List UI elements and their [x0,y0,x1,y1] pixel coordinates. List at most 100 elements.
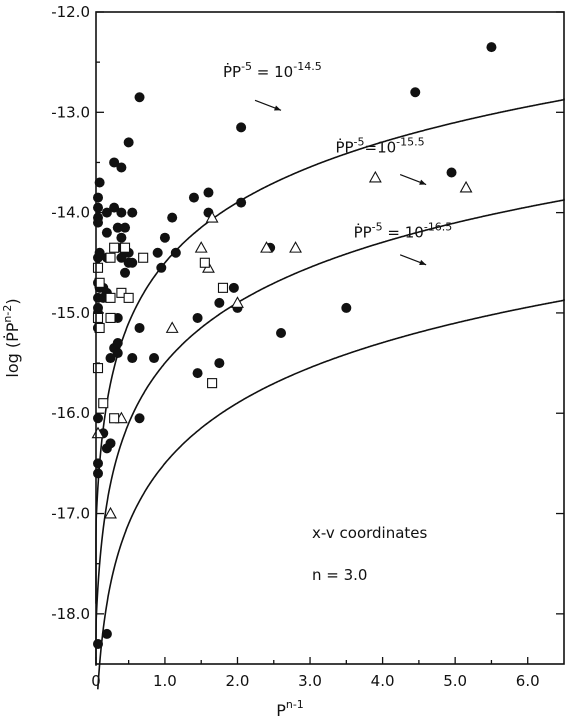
curve-arrowhead-1 [419,179,427,185]
curve-label-mid-2: = 10 [383,224,424,242]
x-axis-title-exponent: n-1 [286,698,304,711]
square-point [207,378,218,389]
annotation-coordinates: x-v coordinates [312,524,428,542]
square-point [217,282,229,293]
y-tick-label-0: -12.0 [51,3,90,21]
circle-point [214,297,225,308]
circle-point [116,162,127,173]
circle-point [101,628,112,639]
circle-point [93,638,103,649]
circle-point [152,247,163,258]
circle-point [203,187,214,198]
curve-label-0: ṖP-5 = 10-14.5 [223,60,322,81]
y-tick-label-1: -13.0 [51,103,90,121]
y-tick-label-6: -18.0 [51,605,90,623]
circle-point [93,413,103,424]
triangle-point [205,210,219,223]
x-axis-title: Pn-1 [276,698,304,720]
circle-point [105,438,116,449]
model-curves [95,98,565,690]
circle-point [123,137,134,148]
triangle-point [459,180,473,193]
annotation-n-value: n = 3.0 [312,566,367,584]
circle-point [116,207,127,218]
y-tick-label-4: -16.0 [51,404,90,422]
circle-point [101,227,112,238]
x-axis-ticks: 0 1.0 2.0 3.0 4.0 5.0 6.0 [91,657,540,690]
curve-label-base-1: ṖP [335,137,353,156]
circle-point [109,202,120,213]
circle-point [134,413,145,424]
curve-arrowhead-0 [274,105,282,111]
curve-label-exp1-1: -5 [354,135,365,148]
x-tick-label-1: 1.0 [153,672,177,690]
square-point [105,312,116,323]
circle-point [127,207,138,218]
plot-frame [95,11,565,665]
circle-point [167,212,178,223]
y-axis-title-exponent: n-2 [1,305,14,323]
x-tick-label-4: 4.0 [371,672,395,690]
circle-point [112,348,123,359]
circle-point [149,353,160,364]
y-axis-title: log (ṖPn-2) [1,298,22,377]
square-point [98,398,109,409]
circle-point [410,87,421,98]
circle-point [156,262,167,273]
square-point [92,262,104,273]
square-point [119,242,131,253]
curve-label-base-2: ṖP [354,223,372,242]
y-axis-title-base: log (ṖP [3,322,22,377]
y-axis-title-close: ) [3,298,22,304]
y-tick-label-3: -15.0 [51,304,90,322]
square-point [105,252,116,263]
curve-label-1: ṖP-5=10-15.5 [335,135,424,156]
circle-point [93,217,103,228]
circle-point [93,302,103,313]
curve-1 [95,198,565,666]
circle-point [127,257,138,268]
circle-point [94,247,105,258]
x-tick-label-5: 5.0 [443,672,467,690]
x-tick-label-2: 2.0 [226,672,250,690]
circle-point [486,42,497,53]
circle-point [109,157,120,168]
square-point [109,413,120,424]
circle-point [93,468,103,479]
triangle-point [104,506,117,519]
square-point [105,292,116,303]
curve-labels: ṖP-5 = 10-14.5ṖP-5=10-15.5ṖP-5 = 10-16.5 [223,60,452,266]
y-axis-ticks: -12.0 -13.0 -14.0 -15.0 -16.0 -17.0 -18.0 [51,3,564,623]
square-point [199,257,210,268]
data-points [91,42,497,649]
triangle-point [165,321,179,333]
circle-point [105,353,116,364]
curve-2 [97,299,565,690]
circle-point [94,177,105,188]
circle-point [93,202,103,213]
square-point [109,242,120,253]
circle-point [112,338,123,349]
triangle-point [368,170,382,183]
square-point [94,277,105,288]
circle-point [341,302,352,313]
x-tick-label-0: 0 [91,672,101,690]
circle-point [446,167,457,178]
circle-point [188,192,199,203]
circle-point [116,232,127,243]
circle-point [101,207,112,218]
square-point [92,363,104,374]
circle-point [228,282,239,293]
circle-point [134,322,145,333]
square-point [123,292,134,303]
curve-arrowhead-2 [419,259,427,266]
curve-label-mid-0: = 10 [252,63,293,81]
square-point [94,322,105,334]
y-tick-label-5: -17.0 [51,505,90,523]
x-tick-label-6: 6.0 [516,672,540,690]
triangle-point [194,241,208,253]
circle-point [93,192,103,203]
y-tick-label-2: -14.0 [51,204,90,222]
curve-label-exp2-2: -16.5 [424,221,452,234]
